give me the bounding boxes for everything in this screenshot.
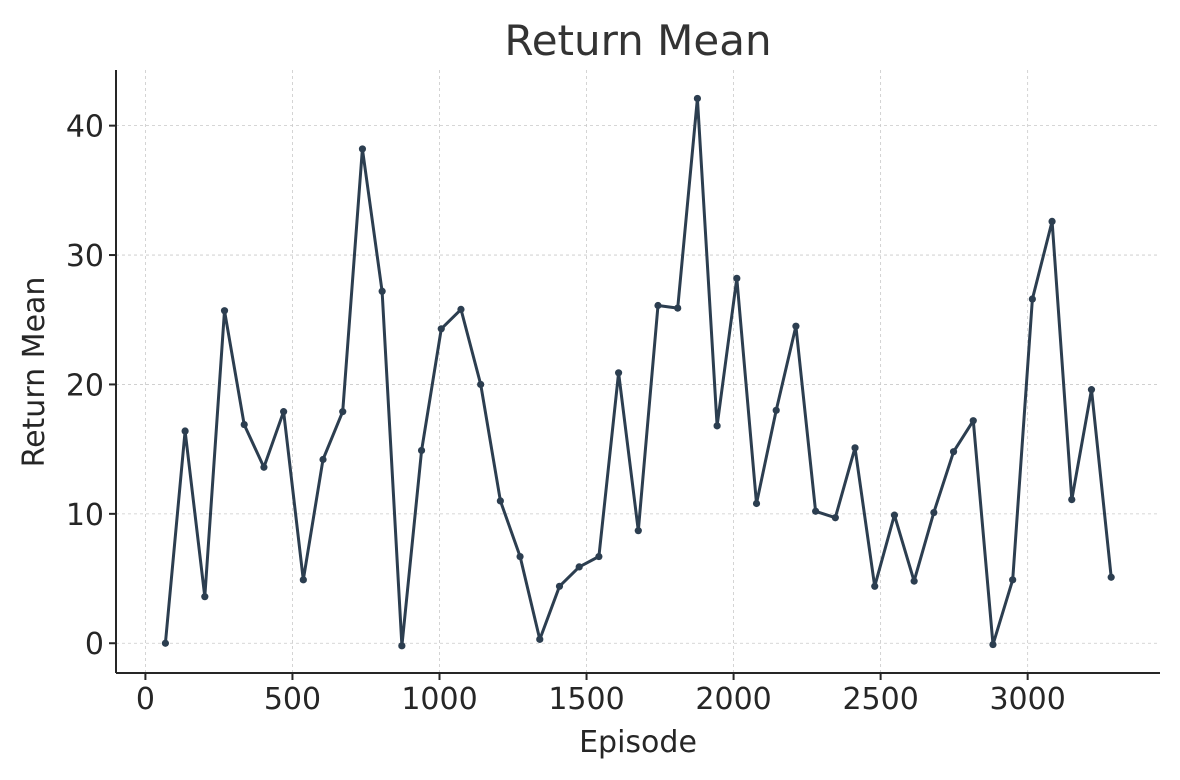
data-point	[319, 455, 327, 464]
y-tick-label: 0	[85, 627, 104, 662]
data-point	[1068, 496, 1076, 504]
data-point	[280, 408, 288, 416]
data-point	[220, 307, 229, 315]
data-point	[674, 304, 682, 312]
data-point	[1107, 573, 1115, 581]
x-axis-label: Episode	[579, 725, 697, 760]
data-point	[1028, 295, 1036, 303]
data-point	[910, 577, 918, 585]
y-tick-label: 20	[66, 368, 104, 403]
data-point	[930, 508, 938, 517]
x-tick-label: 0	[136, 682, 155, 717]
data-point	[417, 446, 426, 455]
data-point	[240, 420, 248, 429]
data-point	[536, 635, 544, 643]
data-point	[792, 322, 800, 330]
y-axis-ticks: 0 10 20 30 40	[66, 110, 116, 662]
data-point	[949, 448, 958, 456]
data-point	[339, 408, 347, 416]
data-point	[260, 463, 268, 471]
data-point	[437, 325, 445, 333]
data-point	[969, 417, 977, 425]
data-point	[398, 642, 406, 650]
data-point	[989, 640, 997, 649]
data-point	[378, 287, 386, 295]
y-axis-label: Return Mean	[17, 277, 52, 468]
data-point	[654, 301, 662, 310]
series	[161, 94, 1115, 650]
data-point	[871, 582, 879, 590]
data-point	[733, 274, 741, 282]
data-point	[516, 552, 524, 561]
data-point	[772, 406, 780, 414]
data-point	[201, 593, 209, 601]
data-point	[851, 444, 859, 452]
x-tick-label: 2500	[842, 682, 918, 717]
data-point	[1087, 386, 1096, 394]
y-tick-label: 30	[66, 239, 104, 274]
data-point	[457, 305, 465, 313]
data-point	[477, 380, 485, 389]
x-tick-label: 2000	[695, 682, 771, 717]
x-tick-label: 1000	[401, 682, 477, 717]
data-point	[752, 499, 761, 508]
data-point	[299, 576, 307, 584]
data-point	[693, 94, 702, 103]
x-tick-label: 1500	[548, 682, 624, 717]
x-tick-label: 3000	[989, 682, 1065, 717]
chart-title: Return Mean	[504, 16, 771, 65]
data-point	[890, 511, 899, 519]
x-tick-label: 500	[264, 682, 321, 717]
data-point	[181, 427, 189, 435]
series-line	[163, 97, 1113, 648]
data-point	[634, 527, 642, 535]
data-point	[614, 369, 623, 377]
grid	[116, 70, 1160, 673]
axes	[115, 70, 1160, 674]
data-point	[358, 145, 367, 153]
data-point	[555, 582, 564, 590]
data-point	[595, 552, 603, 561]
data-point	[831, 514, 839, 522]
data-point	[713, 422, 721, 430]
x-axis-ticks: 0 500 1000 1500 2000 2500 3000	[136, 673, 1066, 717]
data-point	[1048, 217, 1056, 225]
data-point	[1009, 576, 1017, 584]
data-point	[161, 639, 170, 647]
y-tick-label: 40	[66, 110, 104, 145]
data-point	[496, 497, 504, 505]
y-tick-label: 10	[66, 498, 104, 533]
data-point	[812, 507, 820, 515]
data-point	[575, 563, 583, 571]
